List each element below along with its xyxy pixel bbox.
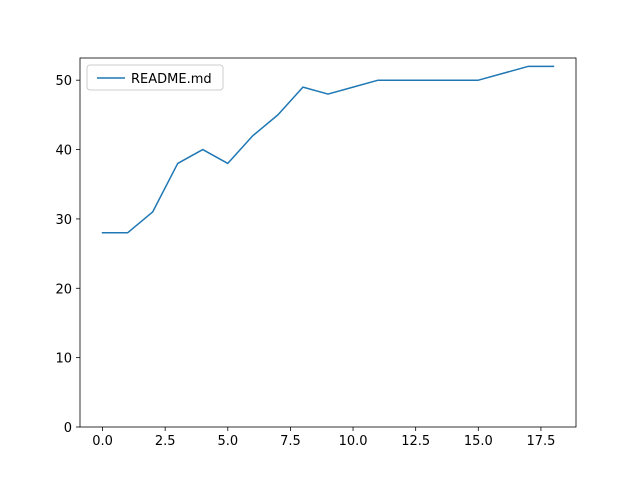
y-tick-label-5: 50	[55, 74, 72, 89]
y-tick-label-3: 30	[55, 213, 72, 228]
legend: README.md	[86, 64, 224, 91]
series-line-0	[101, 65, 555, 234]
y-tick-label-2: 20	[55, 282, 72, 297]
y-tick-label-1: 10	[55, 352, 72, 367]
x-tick-label-7: 17.5	[526, 434, 555, 449]
x-tick-label-5: 12.5	[401, 434, 430, 449]
legend-box	[86, 64, 224, 91]
axes-frame	[79, 57, 577, 428]
x-tick-label-3: 7.5	[280, 434, 301, 449]
axes: 0.0 2.5 5.0 7.5 10.0 12.5 15.0 17.5 0 10 20 30 40 50	[55, 57, 577, 449]
x-tick-label-1: 2.5	[155, 434, 176, 449]
y-tick-label-0: 0	[64, 421, 72, 436]
y-tick-label-4: 40	[55, 144, 72, 159]
x-tick-label-0: 0.0	[92, 434, 113, 449]
legend-label-0: README.md	[131, 72, 212, 87]
x-tick-label-2: 5.0	[217, 434, 238, 449]
plot-area	[101, 65, 555, 234]
x-tick-label-6: 15.0	[464, 434, 493, 449]
x-tick-label-4: 10.0	[339, 434, 368, 449]
